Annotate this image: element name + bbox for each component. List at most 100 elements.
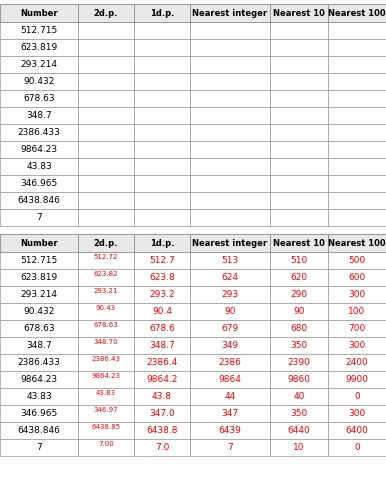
Text: 300: 300 <box>349 341 366 350</box>
Text: 9860: 9860 <box>288 375 310 384</box>
Bar <box>270 303 328 320</box>
Text: 0: 0 <box>354 392 360 401</box>
Bar <box>0 269 78 286</box>
Text: 7.0: 7.0 <box>155 443 169 452</box>
Bar <box>78 286 134 303</box>
Bar <box>134 405 190 422</box>
Bar <box>270 286 328 303</box>
Bar <box>190 4 270 22</box>
Bar <box>0 234 386 252</box>
Bar <box>0 73 78 90</box>
Bar <box>78 234 134 252</box>
Bar <box>134 4 190 22</box>
Text: 346.965: 346.965 <box>20 409 58 418</box>
Bar <box>328 39 386 56</box>
Bar <box>270 141 328 158</box>
Bar <box>270 175 328 192</box>
Text: 350: 350 <box>290 341 308 350</box>
Bar <box>328 303 386 320</box>
Text: 620: 620 <box>290 273 308 282</box>
Bar <box>0 175 78 192</box>
Bar <box>328 320 386 337</box>
Bar <box>134 56 190 73</box>
Text: 7: 7 <box>36 213 42 222</box>
Bar <box>270 422 328 439</box>
Text: 623.819: 623.819 <box>20 43 58 52</box>
Bar <box>78 303 134 320</box>
Bar <box>78 90 134 107</box>
Bar <box>134 192 190 209</box>
Bar <box>270 405 328 422</box>
Bar <box>190 354 270 371</box>
Bar <box>78 107 134 124</box>
Bar <box>0 234 78 252</box>
Text: 100: 100 <box>349 307 366 316</box>
Bar <box>134 269 190 286</box>
Bar <box>270 439 328 456</box>
Text: 680: 680 <box>290 324 308 333</box>
Bar <box>0 303 78 320</box>
Text: 346.965: 346.965 <box>20 179 58 188</box>
Text: 512.72: 512.72 <box>94 254 118 260</box>
Text: 350: 350 <box>290 409 308 418</box>
Bar <box>78 73 134 90</box>
Bar <box>270 107 328 124</box>
Bar <box>78 371 134 388</box>
Bar <box>328 158 386 175</box>
Bar <box>328 337 386 354</box>
Text: 512.715: 512.715 <box>20 256 58 265</box>
Bar <box>270 269 328 286</box>
Bar <box>190 252 270 269</box>
Bar <box>134 175 190 192</box>
Bar <box>78 388 134 405</box>
Text: 348.70: 348.70 <box>94 339 119 345</box>
Text: 500: 500 <box>349 256 366 265</box>
Bar <box>134 234 190 252</box>
Bar <box>190 107 270 124</box>
Text: 9864.23: 9864.23 <box>20 375 58 384</box>
Text: 90.432: 90.432 <box>23 77 55 86</box>
Bar <box>0 56 78 73</box>
Bar <box>328 90 386 107</box>
Bar <box>0 388 78 405</box>
Text: 349: 349 <box>222 341 239 350</box>
Bar <box>134 107 190 124</box>
Bar <box>270 22 328 39</box>
Bar <box>190 303 270 320</box>
Text: 6438.85: 6438.85 <box>91 424 120 430</box>
Bar <box>0 141 78 158</box>
Text: 90.43: 90.43 <box>96 305 116 311</box>
Bar <box>190 286 270 303</box>
Bar <box>328 107 386 124</box>
Bar <box>270 209 328 226</box>
Text: 90: 90 <box>293 307 305 316</box>
Bar <box>0 209 78 226</box>
Bar <box>134 209 190 226</box>
Text: 90.432: 90.432 <box>23 307 55 316</box>
Bar <box>190 371 270 388</box>
Text: 7: 7 <box>36 443 42 452</box>
Bar <box>190 158 270 175</box>
Text: 0: 0 <box>354 443 360 452</box>
Text: 510: 510 <box>290 256 308 265</box>
Bar <box>0 124 78 141</box>
Text: 623.8: 623.8 <box>149 273 175 282</box>
Bar <box>328 4 386 22</box>
Bar <box>0 252 78 269</box>
Text: 512.7: 512.7 <box>149 256 175 265</box>
Bar <box>270 192 328 209</box>
Bar <box>0 90 78 107</box>
Text: 43.8: 43.8 <box>152 392 172 401</box>
Bar <box>134 158 190 175</box>
Bar <box>0 286 78 303</box>
Bar <box>328 22 386 39</box>
Text: 512.715: 512.715 <box>20 26 58 35</box>
Bar <box>134 73 190 90</box>
Bar <box>190 405 270 422</box>
Text: 346.97: 346.97 <box>94 407 119 413</box>
Text: 347.0: 347.0 <box>149 409 175 418</box>
Bar <box>328 252 386 269</box>
Bar <box>190 337 270 354</box>
Text: 90: 90 <box>224 307 236 316</box>
Bar <box>270 124 328 141</box>
